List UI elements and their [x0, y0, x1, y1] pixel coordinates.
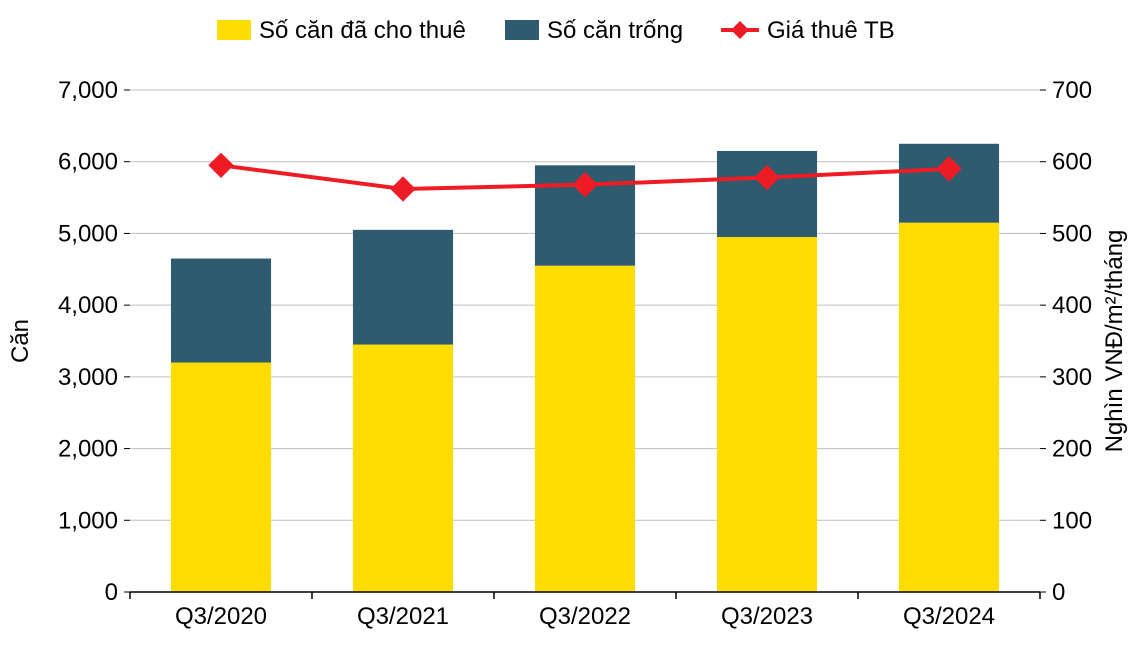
legend-label: Giá thuê TB — [767, 17, 895, 44]
y-right-tick-label: 200 — [1052, 436, 1092, 463]
y-right-tick-label: 400 — [1052, 292, 1092, 319]
bar-rented — [717, 237, 817, 592]
legend-marker — [731, 21, 749, 39]
legend-label: Số căn đã cho thuê — [259, 17, 466, 44]
y-left-tick-label: 3,000 — [58, 364, 118, 391]
legend-label: Số căn trống — [547, 17, 683, 44]
y-right-tick-label: 0 — [1052, 579, 1065, 606]
x-tick-label: Q3/2022 — [539, 603, 631, 630]
bar-rented — [899, 223, 999, 592]
y-left-title: Căn — [7, 319, 34, 363]
y-left-tick-label: 7,000 — [58, 77, 118, 104]
y-left-tick-label: 0 — [105, 579, 118, 606]
bar-vacant — [717, 151, 817, 237]
y-right-tick-label: 600 — [1052, 149, 1092, 176]
legend-swatch — [505, 20, 539, 40]
bar-vacant — [171, 259, 271, 363]
chart-svg: 0 0 1,000 100 2,000 200 3,000 300 4,000 400 5,000 5… — [0, 0, 1142, 671]
bar-rented — [171, 363, 271, 592]
y-right-tick-label: 700 — [1052, 77, 1092, 104]
x-tick-label: Q3/2020 — [175, 603, 267, 630]
chart-container: 0 0 1,000 100 2,000 200 3,000 300 4,000 400 5,000 5… — [0, 0, 1142, 671]
y-left-tick-label: 4,000 — [58, 292, 118, 319]
y-left-tick-label: 5,000 — [58, 220, 118, 247]
legend-swatch — [217, 20, 251, 40]
y-right-title: Nghìn VNĐ/m²/tháng — [1101, 230, 1128, 453]
bar-vacant — [899, 144, 999, 223]
bar-rented — [535, 266, 635, 592]
x-tick-label: Q3/2023 — [721, 603, 813, 630]
y-right-tick-label: 100 — [1052, 507, 1092, 534]
y-right-tick-label: 500 — [1052, 220, 1092, 247]
y-left-tick-label: 6,000 — [58, 149, 118, 176]
y-left-tick-label: 2,000 — [58, 436, 118, 463]
x-tick-label: Q3/2021 — [357, 603, 449, 630]
bar-rented — [353, 345, 453, 592]
marker-avg-price — [391, 177, 415, 201]
y-right-tick-label: 300 — [1052, 364, 1092, 391]
marker-avg-price — [209, 153, 233, 177]
y-left-tick-label: 1,000 — [58, 507, 118, 534]
x-tick-label: Q3/2024 — [903, 603, 995, 630]
bar-vacant — [353, 230, 453, 345]
